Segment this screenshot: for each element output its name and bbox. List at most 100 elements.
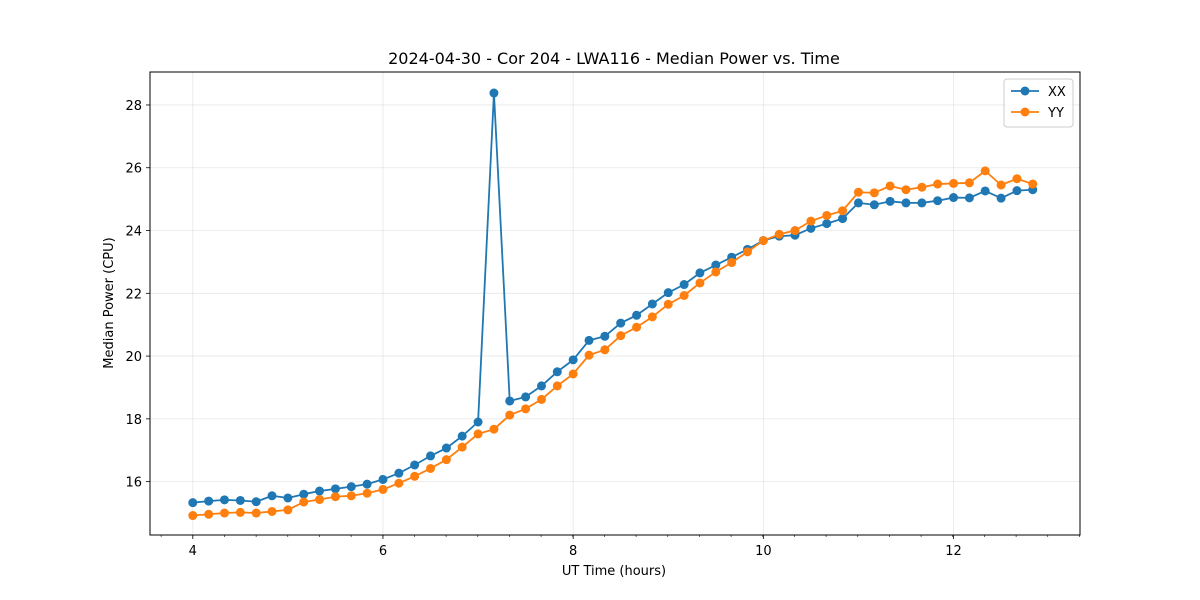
chart-title: 2024-04-30 - Cor 204 - LWA116 - Median P… xyxy=(388,49,840,68)
data-point-yy xyxy=(505,410,515,420)
data-point-xx xyxy=(806,223,816,233)
data-point-yy xyxy=(410,471,420,481)
data-point-xx xyxy=(616,318,626,328)
data-point-yy xyxy=(568,369,578,379)
data-point-xx xyxy=(426,451,436,461)
data-point-xx xyxy=(188,498,198,508)
data-point-yy xyxy=(949,178,959,188)
data-point-xx xyxy=(1012,186,1022,196)
data-point-xx xyxy=(378,474,388,484)
plot-frame xyxy=(149,71,1081,536)
data-point-yy xyxy=(315,495,325,505)
legend: XX YY xyxy=(1003,78,1074,128)
data-point-xx xyxy=(822,219,832,229)
y-tick-label: 18 xyxy=(125,413,142,428)
data-point-xx xyxy=(505,396,515,406)
data-point-yy xyxy=(996,180,1006,190)
data-point-yy xyxy=(584,350,594,360)
data-point-yy xyxy=(980,166,990,176)
data-point-xx xyxy=(949,193,959,203)
data-point-yy xyxy=(711,267,721,277)
data-point-yy xyxy=(299,497,309,507)
data-point-xx xyxy=(235,495,245,505)
data-point-yy xyxy=(806,216,816,226)
data-point-xx xyxy=(410,460,420,470)
data-point-yy xyxy=(964,178,974,188)
data-point-yy xyxy=(838,206,848,216)
data-point-xx xyxy=(853,198,863,208)
data-point-yy xyxy=(394,478,404,488)
data-point-yy xyxy=(758,236,768,246)
x-tick-label: 4 xyxy=(189,544,197,559)
data-point-yy xyxy=(346,491,356,501)
data-point-yy xyxy=(885,181,895,191)
data-point-yy xyxy=(489,424,499,434)
data-point-yy xyxy=(695,278,705,288)
data-point-yy xyxy=(663,299,673,309)
data-point-yy xyxy=(901,185,911,195)
data-point-xx xyxy=(600,331,610,341)
data-point-xx xyxy=(695,268,705,278)
data-point-xx xyxy=(568,355,578,365)
data-point-xx xyxy=(536,381,546,391)
data-point-yy xyxy=(362,488,372,498)
data-point-yy xyxy=(267,506,277,516)
y-tick-label: 20 xyxy=(125,350,142,365)
data-point-xx xyxy=(632,310,642,320)
data-point-xx xyxy=(283,493,293,503)
data-point-xx xyxy=(584,335,594,345)
data-point-xx xyxy=(552,367,562,377)
data-point-yy xyxy=(426,463,436,473)
legend-label-yy: YY xyxy=(1047,106,1064,121)
data-point-yy xyxy=(600,345,610,355)
data-point-xx xyxy=(489,88,499,98)
data-point-xx xyxy=(933,196,943,206)
data-point-yy xyxy=(188,511,198,521)
data-point-xx xyxy=(901,198,911,208)
y-tick-label: 26 xyxy=(125,162,142,177)
data-point-xx xyxy=(663,288,673,298)
data-point-xx xyxy=(251,497,261,507)
legend-label-xx: XX xyxy=(1048,85,1066,100)
data-point-xx xyxy=(441,443,451,453)
data-point-xx xyxy=(885,196,895,206)
data-point-yy xyxy=(727,258,737,268)
data-point-yy xyxy=(616,331,626,341)
data-point-yy xyxy=(521,404,531,414)
data-point-yy xyxy=(330,492,340,502)
axis-ticks: 4 6 8 10 12 16 18 20 22 24 26 28 xyxy=(125,99,1080,559)
x-tick-label: 6 xyxy=(379,544,387,559)
data-point-xx xyxy=(204,496,214,506)
data-point-xx xyxy=(315,486,325,496)
data-point-yy xyxy=(853,187,863,197)
data-point-yy xyxy=(1012,174,1022,184)
data-point-yy xyxy=(441,455,451,465)
y-tick-label: 16 xyxy=(125,476,142,491)
x-tick-label: 10 xyxy=(755,544,772,559)
data-point-xx xyxy=(521,392,531,402)
data-point-yy xyxy=(869,188,879,198)
data-point-yy xyxy=(933,179,943,189)
data-point-xx xyxy=(473,417,483,427)
grid xyxy=(150,72,1080,535)
y-tick-label: 24 xyxy=(125,225,142,240)
data-point-yy xyxy=(378,484,388,494)
data-point-yy xyxy=(632,322,642,332)
data-point-xx xyxy=(330,484,340,494)
data-point-xx xyxy=(457,431,467,441)
data-point-yy xyxy=(774,229,784,239)
data-point-yy xyxy=(822,210,832,220)
data-point-yy xyxy=(473,429,483,439)
data-point-yy xyxy=(742,247,752,257)
data-point-yy xyxy=(219,508,229,518)
data-point-xx xyxy=(980,186,990,196)
data-point-xx xyxy=(299,489,309,499)
data-point-yy xyxy=(251,508,261,518)
data-point-xx xyxy=(964,193,974,203)
data-point-yy xyxy=(536,394,546,404)
data-point-xx xyxy=(219,495,229,505)
data-point-xx xyxy=(996,193,1006,203)
x-tick-label: 8 xyxy=(569,544,577,559)
y-tick-label: 22 xyxy=(125,287,142,302)
